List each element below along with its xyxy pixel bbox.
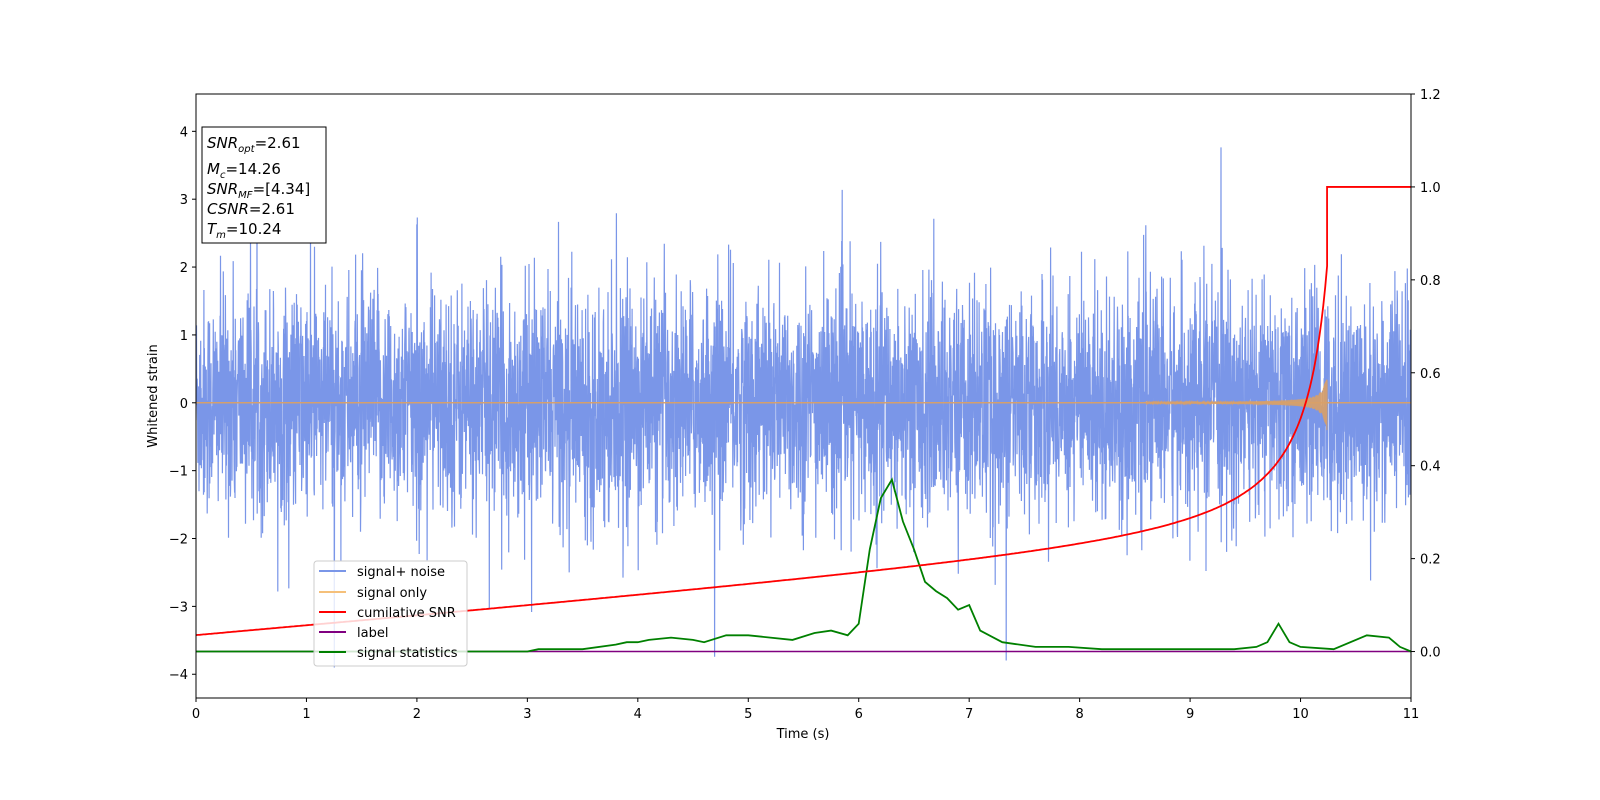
y-axis-label: Whitened strain: [146, 344, 161, 447]
x-axis: 0 1 2 3 4 5 6 7 8 9 10 11: [192, 698, 1419, 722]
legend: signal+ noise signal only cumilative SNR…: [313, 560, 468, 667]
x-tick-label: 6: [855, 707, 863, 722]
y-axis-right: 0.0 0.2 0.4 0.6 0.8 1.0 1.2: [1411, 88, 1441, 661]
y-axis-left: −4 −3 −2 −1 0 1 2 3 4: [169, 125, 196, 683]
signal-only-line: [196, 379, 1411, 431]
y2-tick-label: 0.8: [1420, 274, 1441, 289]
y-tick-label: 2: [180, 261, 188, 276]
x-tick-label: 3: [523, 707, 531, 722]
signal-statistics-line: [196, 477, 1411, 653]
x-tick-label: 5: [744, 707, 752, 722]
annotation-mc: Mc=14.26: [207, 160, 281, 181]
x-axis-label: Time (s): [776, 727, 830, 742]
x-tick-label: 4: [634, 707, 642, 722]
x-tick-label: 10: [1292, 707, 1309, 722]
legend-label-signal-only: signal only: [357, 586, 427, 601]
y2-tick-label: 0.0: [1420, 646, 1441, 661]
annotation-tm: Tm=10.24: [207, 220, 281, 241]
x-tick-label: 11: [1403, 707, 1420, 722]
y2-tick-label: 0.6: [1420, 367, 1441, 382]
annotation-snr-mf: SNRMF=[4.34]: [207, 180, 310, 201]
y2-tick-label: 1.0: [1420, 181, 1441, 196]
legend-label-signal-noise: signal+ noise: [357, 565, 445, 580]
x-tick-label: 2: [413, 707, 421, 722]
y-tick-label: 1: [180, 329, 188, 344]
parameter-annotation-box: SNRopt=2.61 Mc=14.26 SNRMF=[4.34] CSNR=2…: [201, 126, 327, 244]
legend-label-label: label: [357, 626, 388, 641]
y-tick-label: −1: [169, 465, 188, 480]
legend-label-cumulative-snr: cumilative SNR: [357, 606, 456, 621]
x-tick-label: 7: [965, 707, 973, 722]
annotation-csnr: CSNR=2.61: [207, 200, 295, 218]
y-tick-label: 3: [180, 193, 188, 208]
signal-noise-line: [196, 147, 1411, 668]
y-tick-label: −2: [169, 533, 188, 548]
y-tick-label: 0: [180, 397, 188, 412]
legend-label-signal-statistics: signal statistics: [357, 646, 458, 661]
y-tick-label: −4: [169, 668, 188, 683]
x-tick-label: 1: [302, 707, 310, 722]
x-tick-label: 0: [192, 707, 200, 722]
y2-tick-label: 0.4: [1420, 460, 1441, 475]
x-tick-label: 9: [1186, 707, 1194, 722]
annotation-frame: [201, 126, 327, 244]
y-tick-label: 4: [180, 125, 188, 140]
legend-frame: [313, 560, 468, 667]
plot-frame: [195, 93, 1412, 699]
y2-tick-label: 0.2: [1420, 553, 1441, 568]
annotation-snr-opt: SNRopt=2.61: [207, 134, 301, 155]
y2-tick-label: 1.2: [1420, 88, 1441, 103]
x-tick-label: 8: [1075, 707, 1083, 722]
y-tick-label: −3: [169, 600, 188, 615]
